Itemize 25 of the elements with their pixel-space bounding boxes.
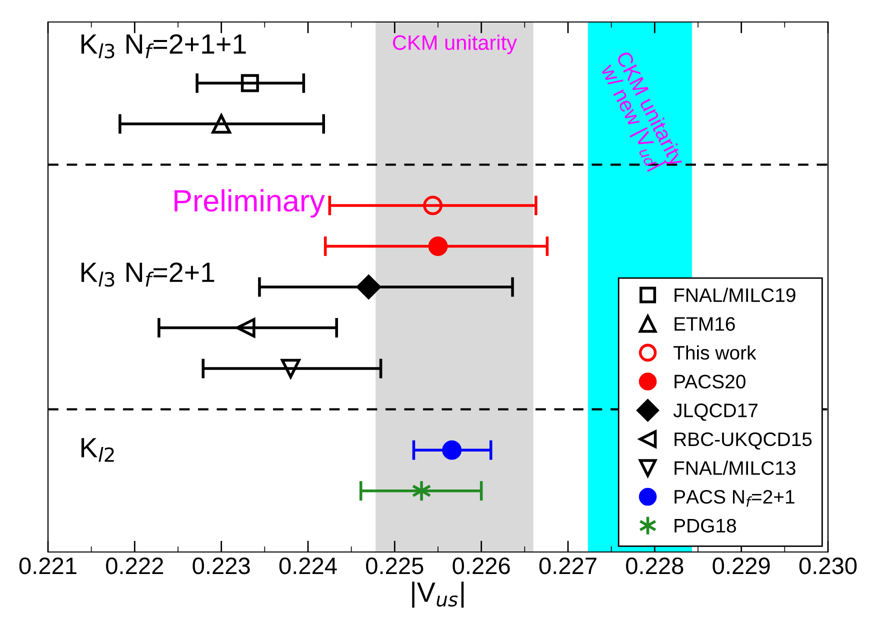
x-tick-label: 0.222: [106, 557, 164, 574]
annotation: Preliminary: [174, 189, 325, 218]
x-tick-label: 0.225: [366, 557, 424, 574]
x-tick-label: 0.221: [19, 557, 76, 574]
annotation: K$_{l2}$: [81, 438, 114, 462]
x-tick-label: 0.226: [452, 557, 510, 574]
legend-label: PACS N$_{f}$=2+1: [674, 490, 794, 507]
legend-label: JLQCD17: [673, 404, 758, 421]
annotation: K$_{l3}$ N$_{f}$=2+1+1: [81, 34, 246, 58]
x-tick-label: 0.224: [279, 557, 337, 574]
x-tick-label: 0.223: [192, 557, 250, 574]
x-axis-title: |V$_{us}$|: [412, 582, 464, 608]
legend-label: RBC-UKQCD15: [674, 432, 812, 450]
band-label: CKM unitarity: [393, 34, 517, 54]
x-tick-label: 0.229: [712, 557, 770, 574]
legend-label: ETM16: [674, 317, 735, 331]
legend-label: FNAL/MILC19: [674, 288, 796, 302]
x-tick-label: 0.228: [626, 557, 684, 574]
legend-label: PDG18: [674, 518, 736, 533]
annotation: K$_{l3}$ N$_{f}$=2+1: [81, 262, 214, 287]
legend-label: FNAL/MILC13: [674, 460, 796, 475]
legend-label: PACS20: [674, 374, 746, 388]
x-tick-label: 0.230: [799, 557, 857, 574]
x-tick-label: 0.227: [539, 557, 596, 574]
legend-label: This work: [674, 345, 756, 360]
